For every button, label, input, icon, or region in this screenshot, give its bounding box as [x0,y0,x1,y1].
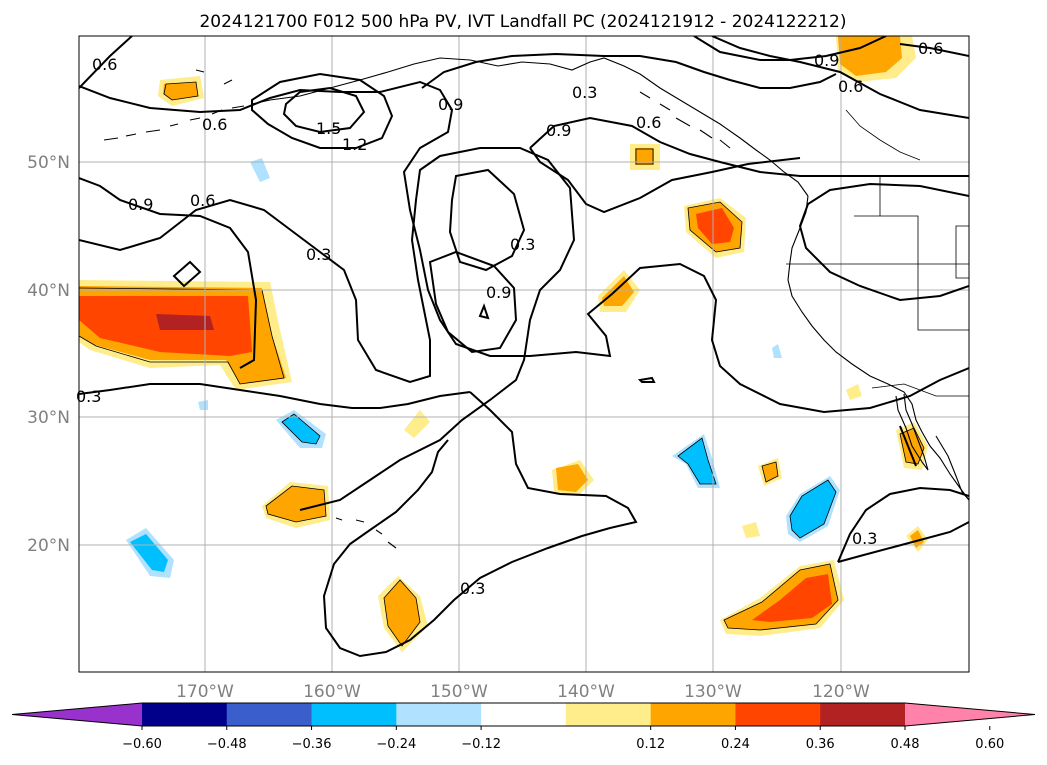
contour-labels: 0.6 0.6 0.9 0.6 1.5 1.2 0.9 0.3 0.9 0.6 … [76,39,943,598]
colorbar-tick-label: 0.60 [975,737,1004,752]
anomaly-region-143w-core [556,464,588,492]
anomaly-region-125w-small-core [762,462,778,482]
colorbar-tick-label: −0.36 [292,737,332,752]
anomaly-region-126w [742,522,760,538]
colorbar-segment [311,703,397,726]
colorbar-tick-label: −0.48 [207,737,247,752]
lon-label: 130°W [684,682,742,702]
shading-outline-layer [79,81,925,647]
colorbar-tick-label: 0.12 [636,737,665,752]
contour-label: 1.2 [342,135,367,154]
colorbar-segment [650,703,736,726]
contour-label: 0.9 [438,95,463,114]
longitude-labels: 170°W 160°W 150°W 140°W 130°W 120°W [176,682,870,702]
colorbar-segment [820,703,906,726]
anomaly-region-west-max [156,314,214,330]
shading-layer [79,36,928,652]
map-frame [78,35,970,673]
anomaly-region-neg-173w-core [130,534,168,572]
contour-label: 0.9 [546,121,571,140]
lat-label: 50°N [27,153,70,173]
contour-label: 0.9 [814,51,839,70]
contour-label: 0.6 [202,115,227,134]
anomaly-region-neg-130w-core [678,438,716,484]
colorbar-tick-label: −0.24 [376,737,416,752]
colorbar-segment [396,703,482,726]
colorbar-tick-label: −0.60 [122,737,162,752]
anomaly-region-south-strong [752,574,832,622]
lon-label: 150°W [430,682,488,702]
lon-label: 140°W [557,682,615,702]
anomaly-region-neg-small-1 [250,158,270,182]
figure-title: 2024121700 F012 500 hPa PV, IVT Landfall… [199,12,846,32]
anomaly-region-square-core [635,148,654,165]
latitude-labels: 50°N 40°N 30°N 20°N [27,153,70,556]
lon-label: 120°W [812,682,870,702]
colorbar-segment [142,703,228,726]
contour-label: 0.3 [460,579,485,598]
colorbar-tick-label: −0.12 [461,737,501,752]
anomaly-region-155w-core [384,580,420,646]
lon-label: 160°W [303,682,361,702]
colorbar-tick-label: 0.24 [721,737,750,752]
colorbar: −0.60 −0.48 −0.36 −0.24 −0.12 0.12 0.24 0.36 0.4… [11,702,1036,752]
contour-label: 0.3 [76,387,101,406]
anomaly-region-neg-122w-core [790,480,836,538]
lon-label: 170°W [176,682,234,702]
colorbar-extend-min [12,703,142,726]
contour-label: 0.6 [636,113,661,132]
gridlines [79,36,969,672]
lat-label: 20°N [27,536,70,556]
colorbar-segment [481,703,567,726]
colorbar-segment [565,703,652,726]
colorbar-segment [735,703,821,726]
anomaly-region-neg-163w-core [282,414,320,444]
contour-label: 0.3 [510,235,535,254]
contour-label: 0.3 [852,529,877,548]
anomaly-region-118w [846,384,862,400]
contour-label: 0.6 [92,55,117,74]
lat-label: 30°N [27,408,70,428]
pv-contours [79,36,969,658]
colorbar-tick-label: 0.36 [806,737,835,752]
colorbar-segment [226,703,313,726]
anomaly-region-130w-strong [696,208,734,244]
contour-label: 0.6 [918,39,943,58]
contour-label: 0.3 [306,245,331,264]
anomaly-region-138w-core [602,276,634,306]
contour-label: 0.9 [486,283,511,302]
colorbar-extend-max [905,703,1035,726]
lat-label: 40°N [27,281,70,301]
anomaly-region-nw-core [163,82,198,100]
anomaly-region-neg-small-3 [772,344,782,358]
colorbar-tick-label: 0.48 [891,737,920,752]
contour-label: 0.6 [838,77,863,96]
contour-label: 0.3 [572,83,597,102]
anomaly-region-ne-core [838,36,902,76]
anomaly-region-163w-core [266,486,326,522]
anomaly-region-114w-core [910,530,924,548]
contour-label: 1.5 [316,119,341,138]
contour-label: 0.6 [190,191,215,210]
contour-label: 0.9 [128,195,153,214]
